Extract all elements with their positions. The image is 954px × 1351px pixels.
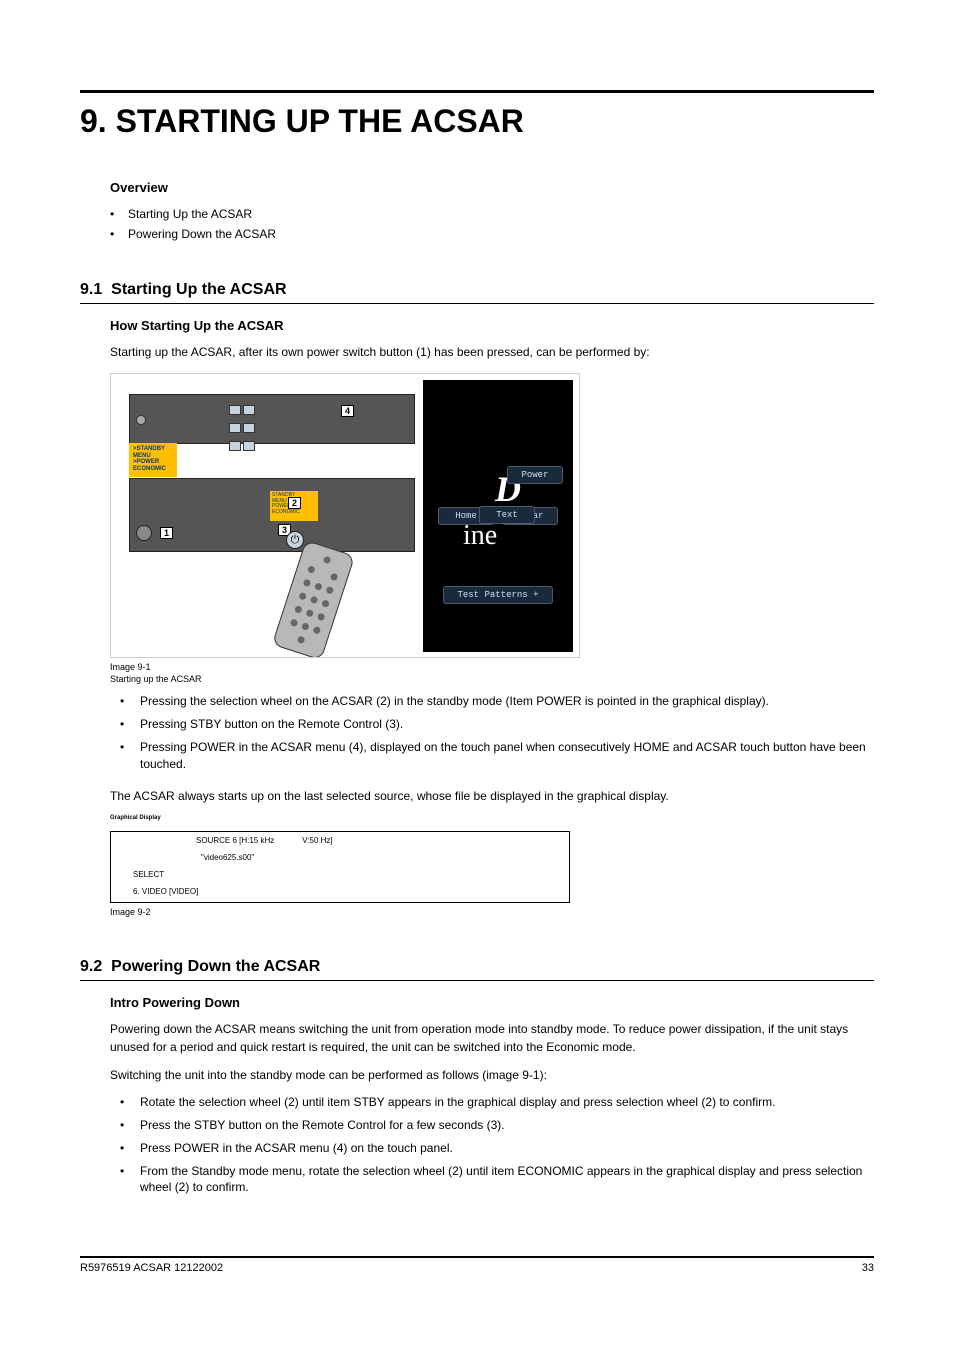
figure-caption: Image 9-1 Starting up the ACSAR — [110, 662, 874, 685]
section-title-block: 9.2 Powering Down the ACSAR — [80, 958, 874, 981]
gd-freq: V:50 Hz] — [302, 836, 332, 845]
section-title-text: Powering Down the ACSAR — [111, 958, 320, 975]
script-logo: ine — [463, 520, 497, 552]
list-item: Pressing POWER in the ACSAR menu (4), di… — [110, 739, 874, 773]
callout-4: 4 — [341, 405, 354, 417]
figure-9-1-illustration: 4 >STANDBY MENU >POWER ECONOMIC 1 STANDB… — [110, 373, 580, 658]
chapter-number: 9. — [80, 103, 107, 139]
power-button-icon: ⏻ — [286, 531, 304, 549]
closing-text: The ACSAR always starts up on the last s… — [110, 787, 874, 805]
caption-text: Starting up the ACSAR — [110, 674, 202, 684]
subsection-heading: How Starting Up the ACSAR — [110, 318, 874, 333]
section-9-2-title: 9.2 Powering Down the ACSAR — [80, 958, 874, 976]
chapter-title-text: STARTING UP THE ACSAR — [116, 103, 524, 139]
powerdown-steps-list: Rotate the selection wheel (2) until ite… — [110, 1094, 874, 1196]
page-footer: R5976519 ACSAR 12122002 33 — [80, 1256, 874, 1274]
acsar-bottom-unit: 1 STANDBY MENU POWER ECONOMIC 2 3 ⏻ — [129, 478, 415, 552]
touch-test-patterns-button[interactable]: Test Patterns + — [443, 586, 553, 604]
section-9-1-title: 9.1 Starting Up the ACSAR — [80, 281, 874, 299]
list-item: Press POWER in the ACSAR menu (4) on the… — [110, 1140, 874, 1157]
caption-number: Image 9-1 — [110, 662, 151, 672]
overview-heading: Overview — [110, 180, 874, 195]
button-grid-icon — [228, 403, 256, 457]
callout-2: 2 — [288, 497, 301, 509]
figure-9-1: 4 >STANDBY MENU >POWER ECONOMIC 1 STANDB… — [110, 373, 874, 685]
section-title-block: 9.1 Starting Up the ACSAR — [80, 281, 874, 304]
standby-menu-display: >STANDBY MENU >POWER ECONOMIC — [129, 443, 177, 477]
gd-file: "video625.s00" — [121, 853, 559, 862]
list-item: From the Standby mode menu, rotate the s… — [110, 1163, 874, 1197]
selection-wheel-icon — [136, 525, 152, 541]
subsection-heading: Intro Powering Down — [110, 995, 874, 1010]
graphical-display-box: SOURCE 6 [H:15 kHz V:50 Hz] "video625.s00… — [110, 831, 570, 903]
footer-left: R5976519 ACSAR 12122002 — [80, 1262, 223, 1274]
overview-list: Starting Up the ACSAR Powering Down the … — [110, 207, 874, 241]
section-title-text: Starting Up the ACSAR — [111, 281, 286, 298]
list-item: Rotate the selection wheel (2) until ite… — [110, 1094, 874, 1111]
footer-page-number: 33 — [862, 1262, 874, 1274]
startup-steps-list: Pressing the selection wheel on the ACSA… — [110, 693, 874, 772]
overview-item: Powering Down the ACSAR — [110, 227, 874, 241]
chapter-title-block: 9. STARTING UP THE ACSAR — [80, 90, 874, 140]
figure-caption: Image 9-2 — [110, 907, 874, 919]
touch-panel: Home Acsar D Power Text ine Test Pattern… — [423, 380, 573, 652]
intro-text: Starting up the ACSAR, after its own pow… — [110, 343, 874, 361]
section-number: 9.1 — [80, 281, 102, 298]
touch-power-button[interactable]: Power — [507, 466, 563, 484]
section-number: 9.2 — [80, 958, 102, 975]
callout-1: 1 — [160, 527, 173, 539]
list-item: Pressing STBY button on the Remote Contr… — [110, 716, 874, 733]
list-item: Press the STBY button on the Remote Cont… — [110, 1117, 874, 1134]
paragraph: Switching the unit into the standby mode… — [110, 1066, 874, 1084]
caption-number: Image 9-2 — [110, 907, 151, 917]
paragraph: Powering down the ACSAR means switching … — [110, 1020, 874, 1056]
gd-video: 6. VIDEO [VIDEO] — [121, 887, 559, 896]
graphical-display-label: Graphical Display — [110, 815, 874, 821]
remote-control — [272, 540, 373, 658]
chapter-title: 9. STARTING UP THE ACSAR — [80, 103, 874, 140]
list-item: Pressing the selection wheel on the ACSA… — [110, 693, 874, 710]
acsar-top-unit: 4 — [129, 394, 415, 444]
gd-source: SOURCE 6 [H:15 kHz — [196, 836, 274, 845]
overview-item: Starting Up the ACSAR — [110, 207, 874, 221]
knob-icon — [136, 415, 146, 425]
gd-select: SELECT — [121, 870, 559, 879]
